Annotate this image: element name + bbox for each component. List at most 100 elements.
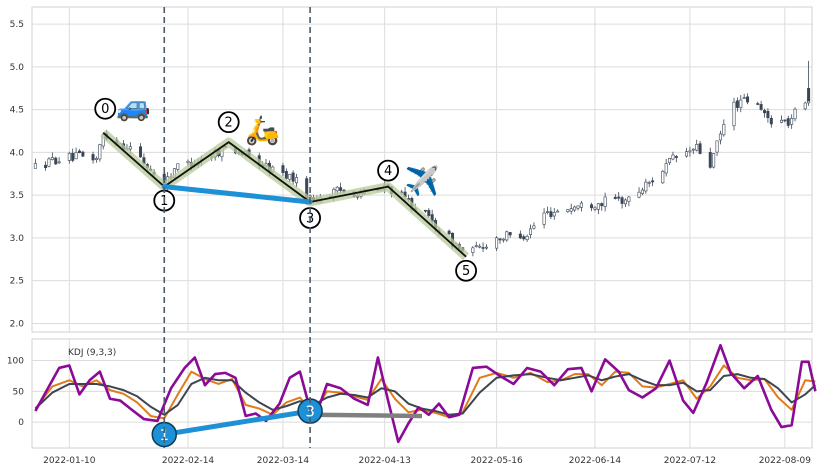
wave-label-0: 0 <box>101 102 109 117</box>
candle-body <box>783 119 787 122</box>
candle-body <box>661 170 665 184</box>
candle-body <box>518 233 522 239</box>
wave-label-circle <box>377 159 399 182</box>
candle-body <box>617 196 621 199</box>
candle-body <box>763 110 767 114</box>
wave-label-circle <box>455 259 477 282</box>
candle-body <box>685 151 689 157</box>
candle-body <box>732 101 736 127</box>
candle-body <box>600 203 604 207</box>
candle-body <box>695 144 699 151</box>
price-y-tick-label: 2.0 <box>10 319 25 329</box>
candle-body <box>746 96 750 103</box>
price-y-tick-label: 4.0 <box>10 148 25 158</box>
candle-body <box>640 189 644 194</box>
candle-body <box>769 117 773 125</box>
candle-body <box>54 157 58 165</box>
kdj-divergence-overlay <box>151 398 423 448</box>
candle-body <box>57 161 61 164</box>
candle-body <box>803 102 807 110</box>
candle-body <box>790 118 794 125</box>
price-gridlines <box>32 7 812 332</box>
kdj-panel-frame <box>31 338 813 449</box>
candle-body <box>807 87 811 102</box>
candle-body <box>281 165 285 173</box>
kdj-flat-line <box>310 412 423 419</box>
candle-body <box>647 181 651 184</box>
candle-body <box>637 191 641 198</box>
candle-body <box>50 157 54 160</box>
candle-body <box>549 211 553 217</box>
candle-body <box>576 205 580 209</box>
candle-body <box>759 104 763 110</box>
candle-body <box>756 103 760 105</box>
candle-body <box>688 150 692 153</box>
candle-body <box>722 124 726 136</box>
candle-body <box>739 99 743 108</box>
car-icon: 🚙 <box>116 89 151 122</box>
candle-body <box>708 152 712 168</box>
vertical-dashed-lines <box>163 7 311 448</box>
candle-body <box>481 247 485 249</box>
kdj-divergence-line <box>161 408 313 437</box>
wave-label-5: 5 <box>462 264 470 279</box>
candle-body <box>176 163 180 170</box>
candle-body <box>545 211 549 213</box>
price-panel: 2.0 2.5 3.0 3.5 4.0 4.5 5.0 5.5 0 1 2 3 … <box>10 6 813 333</box>
candle-body <box>471 247 475 253</box>
candle-body <box>786 118 790 126</box>
candle-body <box>603 196 607 207</box>
candle-body <box>671 154 675 160</box>
kdj-legend-text: KDJ (9,3,3) <box>68 348 116 358</box>
candle-body <box>339 187 343 191</box>
x-tick-label: 2022-07-12 <box>664 456 716 466</box>
candle-body <box>525 235 529 241</box>
candle-body <box>529 228 533 235</box>
candle-body <box>505 231 509 241</box>
candle-body <box>423 209 427 212</box>
elliott-wave-overlay <box>94 97 477 282</box>
candle-body <box>495 237 499 249</box>
candle-body <box>613 196 617 199</box>
candle-body <box>522 236 526 240</box>
candle-body <box>484 246 488 249</box>
x-tick-label: 2022-06-14 <box>569 456 622 466</box>
price-y-tick-label: 3.5 <box>10 191 24 201</box>
wave-label-4: 4 <box>384 164 392 179</box>
candle-body <box>291 172 295 182</box>
kdj-divergence-label-1: 1 <box>159 426 169 444</box>
candle-body <box>620 197 624 204</box>
candle-body <box>139 146 143 158</box>
kdj-panel: 0 50 100 KDJ (9,3,3) 1 3 <box>7 338 817 449</box>
candle-body <box>735 100 739 108</box>
candle-body <box>579 202 583 208</box>
candle-body <box>664 163 668 174</box>
kdj-y-tick-labels: 0 50 100 <box>7 357 24 429</box>
candle-body <box>644 181 648 192</box>
candle-body <box>44 164 48 168</box>
price-y-tick-label: 2.5 <box>10 277 24 287</box>
candle-body <box>186 160 190 164</box>
candle-body <box>91 154 95 161</box>
candle-body <box>742 97 746 99</box>
candle-body <box>566 209 570 212</box>
scooter-icon: 🛵 <box>245 113 280 146</box>
x-tick-label: 2022-05-16 <box>470 456 523 466</box>
x-tick-labels: 2022-01-10 2022-02-14 2022-03-14 2022-04… <box>43 456 811 466</box>
candle-body <box>508 232 512 236</box>
candle-body <box>596 203 600 210</box>
x-tick-label: 2022-04-13 <box>359 456 411 466</box>
candle-body <box>74 152 78 160</box>
candle-body <box>793 108 797 120</box>
candle-body <box>447 230 451 235</box>
candle-body <box>715 140 719 153</box>
candle-body <box>47 158 51 167</box>
candle-body <box>627 196 631 202</box>
candle-body <box>718 133 722 141</box>
candle-body <box>573 206 577 211</box>
candle-body <box>691 148 695 151</box>
candle-body <box>474 245 478 247</box>
kdj-y-tick-label: 100 <box>7 357 24 367</box>
